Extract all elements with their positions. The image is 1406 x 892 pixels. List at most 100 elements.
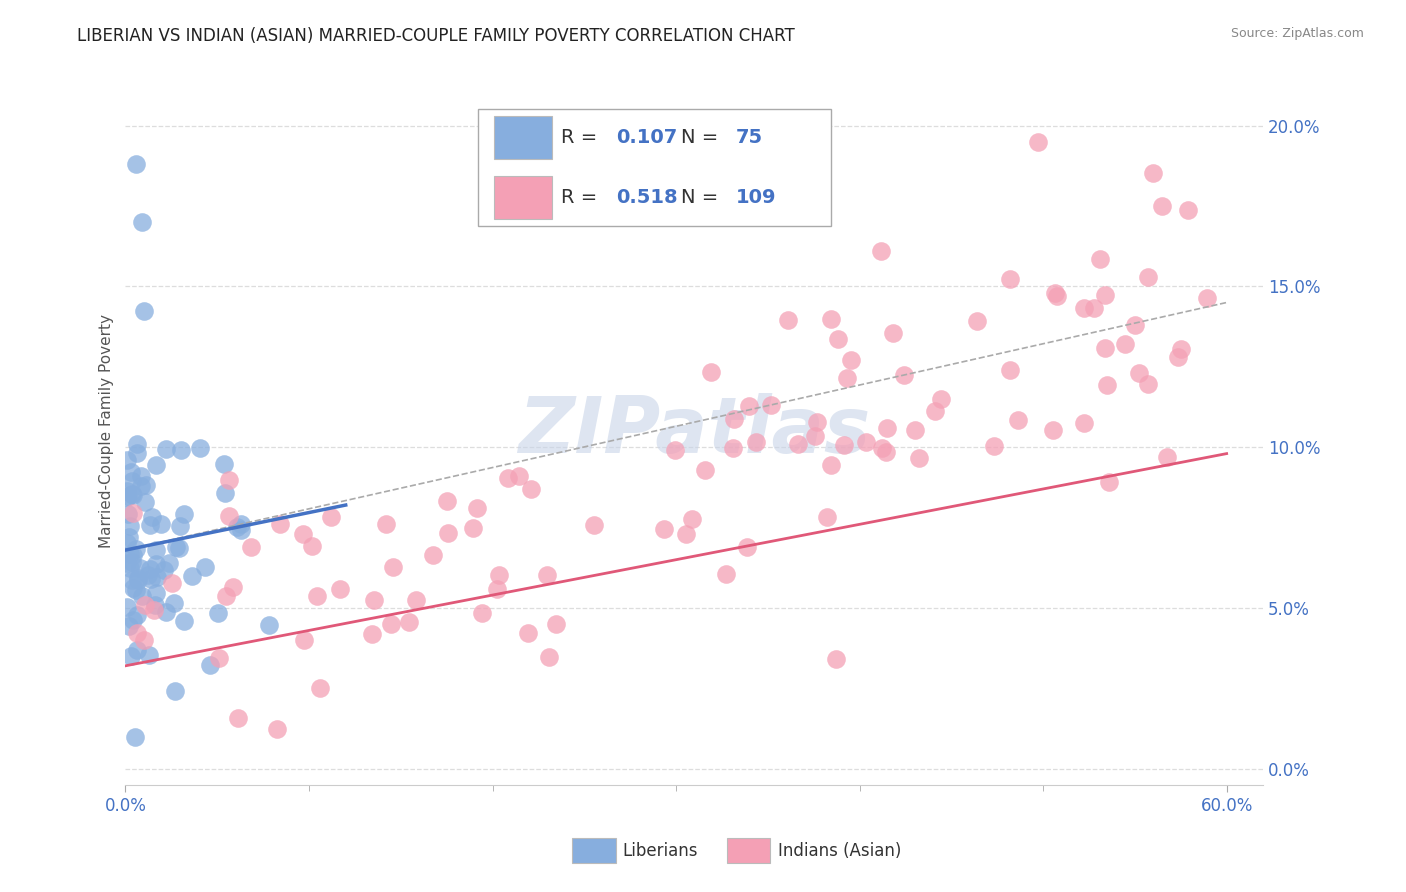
Point <box>117 619 139 633</box>
Point <box>214 485 236 500</box>
Point <box>266 723 288 737</box>
Point <box>226 710 249 724</box>
Point <box>145 458 167 473</box>
Point <box>721 442 744 456</box>
Point <box>127 626 149 640</box>
Point <box>117 599 139 614</box>
Point <box>218 473 240 487</box>
Point <box>723 411 745 425</box>
Point <box>508 469 530 483</box>
Point <box>832 437 855 451</box>
Point <box>125 583 148 598</box>
Point <box>215 589 238 603</box>
Point <box>537 650 560 665</box>
Point <box>125 542 148 557</box>
Point <box>117 483 139 498</box>
Point <box>652 522 675 536</box>
Point <box>145 570 167 584</box>
Text: N =: N = <box>681 188 724 207</box>
Point <box>125 157 148 171</box>
Point <box>904 423 927 437</box>
Point <box>835 370 858 384</box>
Point <box>924 404 946 418</box>
Point <box>165 540 187 554</box>
Point <box>141 510 163 524</box>
Point <box>1156 450 1178 465</box>
Text: 0.107: 0.107 <box>616 128 678 147</box>
Point <box>929 392 952 406</box>
Point <box>222 580 245 594</box>
Point <box>1088 252 1111 267</box>
Point <box>120 465 142 479</box>
Point <box>131 589 153 603</box>
Point <box>1094 288 1116 302</box>
Point <box>173 507 195 521</box>
Point <box>1083 301 1105 315</box>
Point <box>301 539 323 553</box>
Point <box>292 633 315 648</box>
Point <box>143 598 166 612</box>
Point <box>127 437 149 451</box>
Point <box>125 607 148 622</box>
Point <box>125 643 148 657</box>
Point <box>1046 288 1069 302</box>
Point <box>1142 166 1164 180</box>
Point <box>169 518 191 533</box>
Text: Liberians: Liberians <box>623 842 699 860</box>
Point <box>1007 413 1029 427</box>
Point <box>544 617 567 632</box>
Point <box>820 311 842 326</box>
Point <box>129 468 152 483</box>
Text: ZIPatlas: ZIPatlas <box>519 393 870 469</box>
Point <box>786 436 808 450</box>
Point <box>496 471 519 485</box>
Point <box>804 428 827 442</box>
Point <box>145 543 167 558</box>
Point <box>761 398 783 412</box>
Point <box>121 488 143 502</box>
Point <box>876 421 898 435</box>
Point <box>827 332 849 346</box>
Point <box>907 450 929 465</box>
Point <box>735 541 758 555</box>
Point <box>121 613 143 627</box>
Point <box>360 627 382 641</box>
Point <box>465 501 488 516</box>
Point <box>163 684 186 698</box>
Text: R =: R = <box>561 188 603 207</box>
Point <box>1073 416 1095 430</box>
Point <box>155 605 177 619</box>
Point <box>820 458 842 473</box>
Point <box>806 415 828 429</box>
Point <box>583 517 606 532</box>
Point <box>485 582 508 596</box>
Point <box>121 573 143 587</box>
Point <box>138 562 160 576</box>
Point <box>134 494 156 508</box>
Point <box>160 575 183 590</box>
Point <box>815 510 838 524</box>
Point <box>134 632 156 647</box>
Point <box>218 508 240 523</box>
Point <box>152 563 174 577</box>
Point <box>363 592 385 607</box>
Point <box>121 474 143 488</box>
Point <box>208 651 231 665</box>
Point <box>127 573 149 587</box>
Point <box>229 523 252 537</box>
Point <box>142 602 165 616</box>
Point <box>1073 301 1095 316</box>
Point <box>180 569 202 583</box>
Point <box>870 442 893 456</box>
Point <box>1095 378 1118 392</box>
Point <box>700 365 723 379</box>
Point <box>127 570 149 584</box>
Point <box>437 526 460 541</box>
Point <box>207 606 229 620</box>
Point <box>307 589 329 603</box>
Point <box>839 352 862 367</box>
Text: 75: 75 <box>735 128 762 147</box>
Point <box>194 560 217 574</box>
Point <box>998 272 1021 286</box>
Point <box>714 566 737 581</box>
